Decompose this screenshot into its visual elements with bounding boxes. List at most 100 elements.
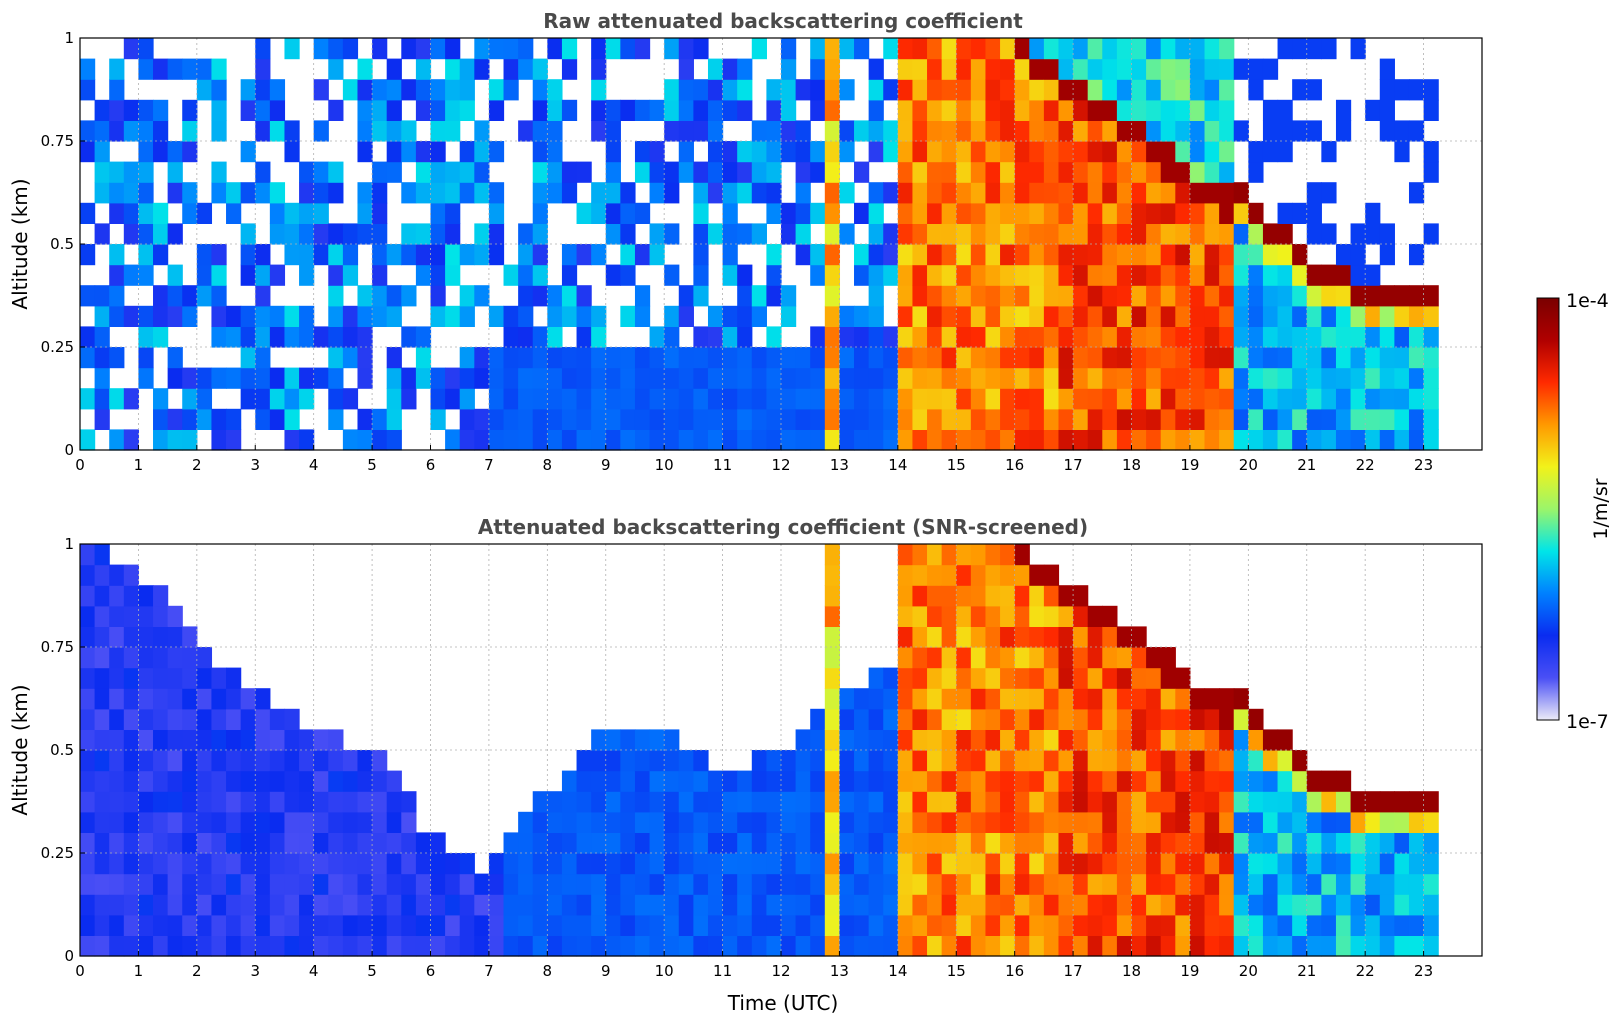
x-tick-label: 14	[888, 456, 907, 474]
heatmap-cell	[1350, 791, 1366, 813]
heatmap-cell	[897, 935, 914, 957]
heatmap-cell	[1423, 305, 1439, 327]
heatmap-cell	[1087, 202, 1103, 224]
heatmap-cell	[240, 853, 256, 875]
heatmap-cell	[620, 853, 636, 875]
heatmap-cell	[328, 408, 344, 430]
heatmap-cell	[1365, 367, 1381, 389]
heatmap-cell	[342, 894, 359, 916]
heatmap-cell	[1335, 388, 1352, 410]
heatmap-cell	[196, 894, 213, 916]
heatmap-cell	[1292, 326, 1308, 348]
heatmap-cell	[956, 894, 972, 916]
heatmap-cell	[240, 141, 256, 163]
heatmap-cell	[897, 58, 914, 80]
heatmap-cell	[795, 120, 811, 142]
heatmap-cell	[1116, 853, 1133, 875]
x-tick-label: 14	[888, 962, 907, 980]
heatmap-cell	[1131, 79, 1147, 101]
heatmap-cell	[649, 99, 665, 121]
heatmap-cell	[985, 667, 1001, 689]
heatmap-cell	[1029, 832, 1045, 854]
heatmap-cell	[138, 688, 154, 710]
heatmap-cell	[1423, 853, 1439, 875]
heatmap-cell	[854, 832, 870, 854]
heatmap-cell	[824, 729, 841, 751]
heatmap-cell	[678, 285, 694, 307]
panel-raw: Raw attenuated backscattering coefficien…	[8, 9, 1483, 474]
heatmap-cell	[1000, 708, 1016, 730]
heatmap-cell	[1423, 894, 1439, 916]
heatmap-cell	[1146, 182, 1162, 204]
heatmap-cell	[824, 388, 841, 410]
heatmap-cell	[605, 408, 621, 430]
heatmap-cell	[445, 38, 461, 60]
heatmap-cell	[854, 202, 870, 224]
heatmap-cell	[1014, 564, 1030, 586]
heatmap-cell	[94, 832, 110, 854]
heatmap-cell	[839, 750, 855, 772]
heatmap-cell	[153, 647, 169, 669]
heatmap-cell	[707, 326, 724, 348]
heatmap-cell	[284, 729, 300, 751]
heatmap-cell	[839, 811, 855, 833]
heatmap-cell	[182, 626, 198, 648]
heatmap-cell	[1175, 347, 1191, 369]
heatmap-cell	[561, 894, 578, 916]
heatmap-cell	[1014, 408, 1030, 430]
heatmap-cell	[1014, 853, 1030, 875]
heatmap-cell	[766, 914, 782, 936]
heatmap-cell	[386, 935, 402, 957]
heatmap-cell	[1087, 264, 1103, 286]
heatmap-cell	[138, 667, 154, 689]
heatmap-cell	[94, 647, 110, 669]
heatmap-cell	[1189, 770, 1206, 792]
heatmap-cell	[985, 708, 1001, 730]
heatmap-cell	[1423, 79, 1439, 101]
heatmap-cell	[1233, 305, 1249, 327]
heatmap-cell	[1116, 626, 1133, 648]
heatmap-cell	[284, 811, 300, 833]
heatmap-cell	[766, 120, 782, 142]
heatmap-cell	[1248, 326, 1264, 348]
heatmap-cell	[532, 873, 548, 895]
heatmap-cell	[532, 244, 548, 266]
heatmap-cell	[737, 58, 753, 80]
heatmap-cell	[1175, 791, 1191, 813]
heatmap-cell	[1043, 79, 1060, 101]
heatmap-cell	[1014, 347, 1030, 369]
heatmap-cell	[1408, 894, 1425, 916]
heatmap-cell	[1000, 58, 1016, 80]
heatmap-cell	[1219, 429, 1235, 451]
heatmap-cell	[795, 182, 811, 204]
heatmap-cell	[810, 161, 826, 183]
heatmap-cell	[1204, 79, 1220, 101]
heatmap-cell	[561, 791, 578, 813]
heatmap-cell	[109, 58, 125, 80]
heatmap-cell	[1116, 811, 1133, 833]
heatmap-cell	[1073, 605, 1089, 627]
heatmap-cell	[897, 750, 914, 772]
heatmap-cell	[737, 347, 753, 369]
heatmap-cell	[518, 853, 534, 875]
heatmap-cell	[123, 729, 140, 751]
heatmap-cell	[664, 367, 680, 389]
heatmap-cell	[854, 894, 870, 916]
heatmap-cell	[1058, 347, 1074, 369]
heatmap-cell	[1189, 729, 1206, 751]
heatmap-cell	[634, 729, 651, 751]
heatmap-cell	[342, 791, 359, 813]
heatmap-cell	[459, 79, 475, 101]
heatmap-cell	[985, 832, 1001, 854]
heatmap-cell	[138, 811, 154, 833]
x-tick-label: 6	[426, 962, 436, 980]
heatmap-cell	[605, 832, 621, 854]
heatmap-cell	[1204, 894, 1220, 916]
heatmap-cell	[401, 894, 417, 916]
heatmap-cell	[1116, 770, 1133, 792]
heatmap-cell	[80, 429, 96, 451]
heatmap-cell	[722, 305, 738, 327]
heatmap-cell	[532, 161, 548, 183]
heatmap-cell	[561, 161, 578, 183]
heatmap-cell	[1277, 367, 1293, 389]
